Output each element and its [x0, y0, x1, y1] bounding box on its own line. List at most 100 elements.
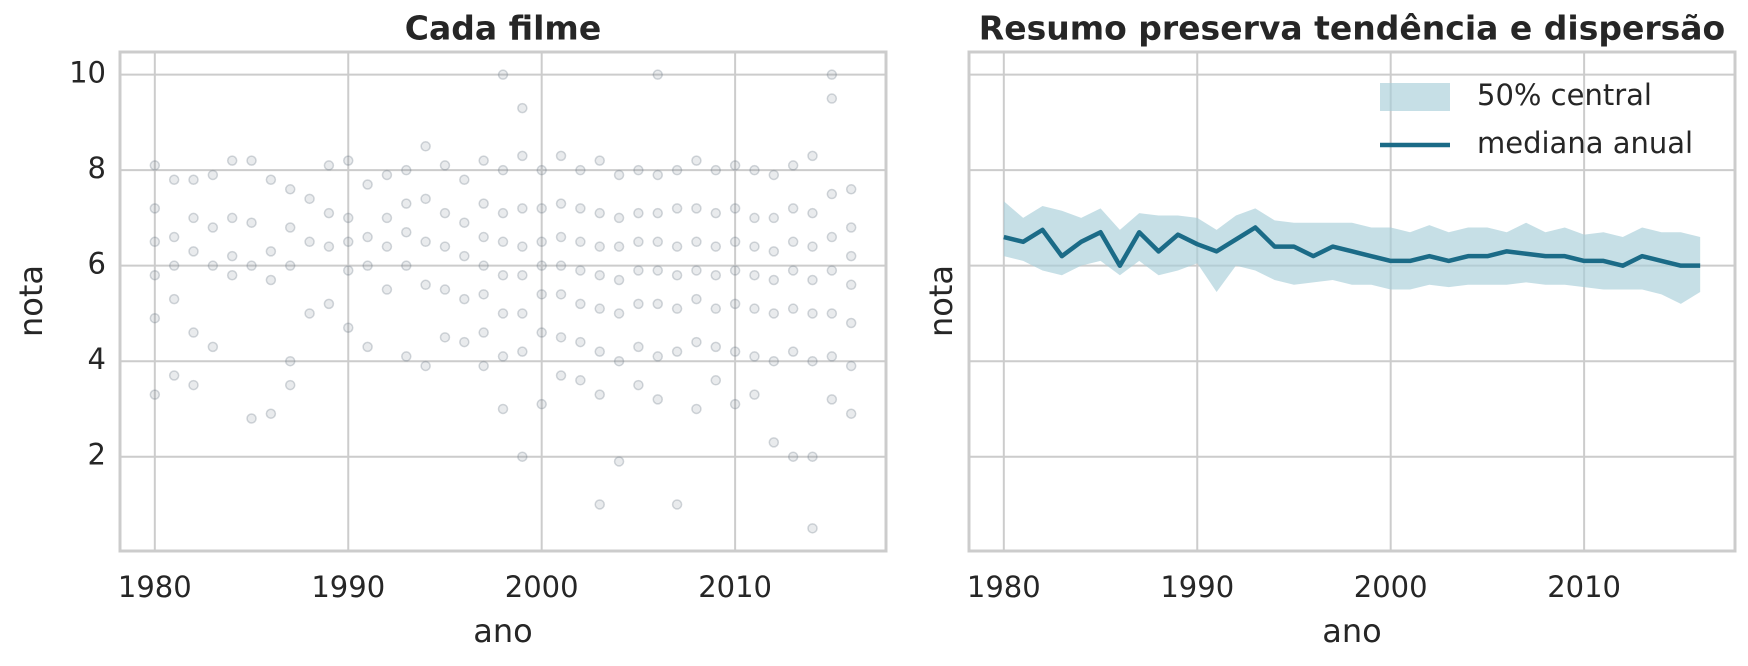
scatter-point	[594, 241, 605, 252]
scatter-point	[671, 346, 683, 357]
scatter-point	[594, 389, 605, 400]
scatter-point	[323, 207, 335, 219]
scatter-point	[343, 265, 354, 276]
scatter-point	[652, 169, 663, 181]
scatter-point	[497, 236, 509, 248]
scatter-point	[478, 360, 489, 372]
scatter-point	[787, 346, 799, 357]
scatter-point	[671, 499, 683, 510]
scatter-point	[265, 246, 277, 257]
scatter-point	[633, 236, 644, 248]
scatter-point	[343, 212, 354, 224]
scatter-point	[459, 336, 470, 348]
scatter-point	[226, 250, 238, 262]
scatter-point	[149, 203, 161, 214]
scatter-point	[168, 293, 180, 305]
scatter-point	[168, 370, 180, 381]
scatter-point	[401, 227, 412, 238]
scatter-point	[710, 207, 722, 219]
scatter-point	[517, 346, 528, 357]
scatter-point	[691, 265, 702, 276]
scatter-point	[284, 184, 296, 195]
scatter-point	[420, 360, 431, 372]
scatter-point	[207, 260, 219, 271]
scatter-point	[594, 155, 605, 166]
scatter-point	[652, 265, 663, 276]
scatter-point	[845, 279, 857, 291]
y-tick-label: 10	[69, 56, 106, 90]
scatter-point	[265, 408, 277, 419]
legend-swatch	[1380, 83, 1450, 111]
scatter-point	[555, 289, 567, 300]
scatter-point	[517, 451, 528, 462]
scatter-point	[691, 236, 702, 248]
axes-frame	[967, 50, 1737, 553]
scatter-point	[420, 141, 431, 152]
scatter-point	[304, 308, 315, 319]
scatter-point	[768, 212, 780, 224]
scatter-point	[284, 222, 296, 233]
scatter-point	[555, 150, 567, 162]
scatter-point	[323, 160, 335, 171]
scatter-point	[497, 164, 509, 176]
scatter-point	[594, 303, 605, 314]
scatter-point	[845, 360, 857, 372]
scatter-point	[652, 298, 663, 310]
scatter-point	[749, 212, 760, 224]
scatter-point	[845, 317, 857, 329]
scatter-point	[768, 308, 780, 319]
scatter-point	[188, 212, 199, 224]
scatter-point	[633, 265, 644, 276]
scatter-point	[149, 389, 161, 400]
scatter-point	[517, 150, 528, 162]
scatter-point	[362, 260, 373, 271]
scatter-point	[633, 341, 644, 353]
scatter-point	[807, 308, 818, 319]
legend-label: 50% central	[1477, 78, 1652, 112]
scatter-point	[188, 379, 199, 391]
x-tick-label: 2010	[698, 570, 772, 604]
scatter-point	[652, 69, 663, 80]
scatter-point	[459, 217, 470, 228]
scatter-point	[613, 212, 625, 224]
scatter-point	[749, 389, 760, 400]
scatter-point	[845, 408, 857, 419]
scatter-point	[710, 375, 722, 386]
scatter-point	[613, 308, 625, 319]
scatter-point	[401, 164, 412, 176]
scatter-point	[497, 351, 509, 362]
scatter-point	[323, 298, 335, 310]
scatter-point	[439, 332, 451, 343]
scatter-point	[536, 289, 547, 300]
scatter-point	[362, 179, 373, 190]
scatter-point	[691, 203, 702, 214]
x-tick-label: 2010	[1547, 570, 1621, 604]
scatter-point	[613, 456, 625, 467]
scatter-point	[246, 155, 257, 166]
scatter-point	[517, 203, 528, 214]
scatter-point	[768, 437, 780, 448]
scatter-point	[381, 212, 393, 224]
x-tick-label: 2000	[1354, 570, 1428, 604]
scatter-point	[807, 207, 818, 219]
scatter-point	[459, 293, 470, 305]
scatter-point	[478, 327, 489, 338]
legend-label: mediana anual	[1477, 126, 1693, 160]
scatter-point	[575, 203, 586, 214]
scatter-point	[710, 269, 722, 281]
scatter-point	[652, 351, 663, 362]
scatter-point	[188, 174, 199, 185]
scatter-point	[536, 398, 547, 410]
scatter-point	[826, 394, 838, 405]
scatter-point	[613, 241, 625, 252]
scatter-point	[613, 169, 625, 181]
scatter-point	[362, 341, 373, 353]
scatter-point	[710, 303, 722, 314]
scatter-point	[478, 231, 489, 243]
chart-title: Resumo preserva tendência e dispersão	[979, 9, 1725, 48]
scatter-point	[807, 523, 818, 534]
scatter-point	[149, 236, 161, 248]
scatter-point	[807, 451, 818, 462]
scatter-point	[536, 260, 547, 271]
